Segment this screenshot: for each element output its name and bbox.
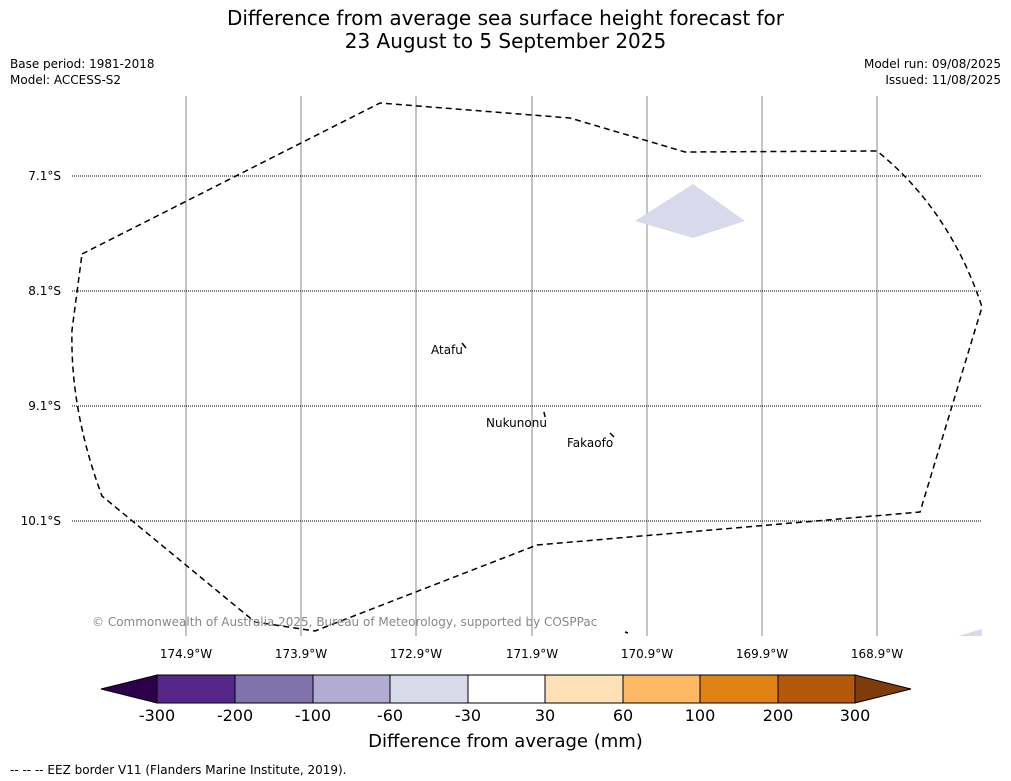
- colorbar-tick-label: -200: [216, 706, 254, 725]
- longitude-label: 169.9°W: [735, 647, 789, 661]
- map-title-line-2: 23 August to 5 September 2025: [344, 29, 667, 53]
- colorbar-tick-label: -300: [138, 706, 176, 725]
- colorbar-segment: [623, 675, 700, 703]
- longitude-label: 174.9°W: [159, 647, 213, 661]
- place-label-fakaofo: Fakaofo: [567, 436, 614, 450]
- map-title-line-1: Difference from average sea surface heig…: [226, 6, 785, 30]
- colorbar-low-extension: [100, 674, 158, 704]
- colorbar-tick-label: 200: [762, 706, 794, 725]
- latitude-label: 7.1°S: [28, 169, 61, 183]
- colorbar-tick-label: -60: [376, 706, 404, 725]
- model-text: Model: ACCESS-S2: [10, 73, 122, 87]
- longitude-label: 172.9°W: [389, 647, 443, 661]
- colorbar-segment: [778, 675, 855, 703]
- colorbar-tick-label: 300: [839, 706, 871, 725]
- colorbar-tick-label: -30: [454, 706, 482, 725]
- anomaly-patch-north: [635, 184, 745, 238]
- longitude-label: 168.9°W: [850, 647, 904, 661]
- colorbar-segment: [235, 675, 313, 703]
- colorbar-tick-label: 30: [534, 706, 556, 725]
- colorbar-tick-label: 100: [684, 706, 716, 725]
- latitude-label: 9.1°S: [28, 399, 61, 413]
- copyright-notice: © Commonwealth of Australia 2025, Bureau…: [92, 615, 598, 629]
- longitude-label: 171.9°W: [505, 647, 559, 661]
- parallel-lines: [72, 175, 982, 522]
- eez-border: [71, 102, 983, 632]
- place-label-atafu: Atafu: [431, 343, 463, 357]
- island-outlines: [461, 342, 629, 634]
- colorbar-segment: [157, 675, 235, 703]
- eez-footnote: -- -- -- EEZ border V11 (Flanders Marine…: [10, 763, 347, 777]
- longitude-label: 170.9°W: [620, 647, 674, 661]
- latitude-label: 10.1°S: [20, 514, 61, 528]
- latitude-label: 8.1°S: [28, 284, 61, 298]
- anomaly-patch-corner: [958, 629, 982, 636]
- colorbar-segment: [700, 675, 778, 703]
- colorbar-segment: [390, 675, 468, 703]
- base-period-text: Base period: 1981-2018: [10, 57, 155, 71]
- colorbar-segment: [545, 675, 623, 703]
- longitude-label: 173.9°W: [274, 647, 328, 661]
- model-run-text: Model run: 09/08/2025: [863, 57, 1001, 71]
- colorbar-segment: [313, 675, 390, 703]
- colorbar-segment: [468, 675, 545, 703]
- colorbar-tick-label: -100: [294, 706, 332, 725]
- colorbar-axis-label: Difference from average (mm): [368, 731, 643, 752]
- colorbar: [100, 674, 912, 704]
- colorbar-high-extension: [854, 674, 912, 704]
- place-label-nukunonu: Nukunonu: [486, 416, 547, 430]
- colorbar-tick-label: 60: [612, 706, 634, 725]
- issued-text: Issued: 11/08/2025: [885, 73, 1001, 87]
- meridian-lines: [185, 96, 878, 636]
